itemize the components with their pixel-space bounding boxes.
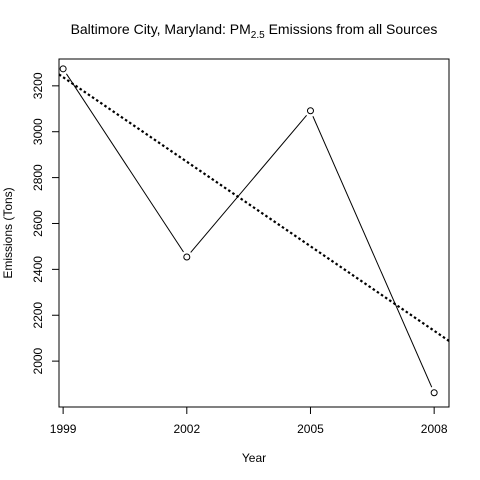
data-point-2002 bbox=[183, 253, 191, 261]
y-tick-label-2400: 2400 bbox=[31, 256, 45, 283]
chart-title: Baltimore City, Maryland: PM2.5 Emission… bbox=[71, 21, 438, 41]
y-tick-label-2000: 2000 bbox=[31, 347, 45, 374]
plot-frame bbox=[58, 58, 450, 408]
y-tick-label-2600: 2600 bbox=[31, 210, 45, 237]
series-0-segment-1 bbox=[190, 115, 307, 253]
data-point-2008 bbox=[430, 389, 438, 397]
x-tick-label-2005: 2005 bbox=[297, 422, 324, 436]
y-tick-label-3000: 3000 bbox=[31, 118, 45, 145]
series-0-segment-2 bbox=[312, 116, 433, 388]
trend-line bbox=[58, 73, 450, 342]
x-tick-label-1999: 1999 bbox=[50, 422, 77, 436]
x-tick-label-2008: 2008 bbox=[421, 422, 448, 436]
chart-title-tail: Emissions from all Sources bbox=[265, 21, 438, 37]
chart-title-main: Baltimore City, Maryland: PM bbox=[71, 21, 251, 37]
x-tick-label-2002: 2002 bbox=[173, 422, 200, 436]
x-axis-label: Year bbox=[242, 451, 266, 465]
data-point-2005 bbox=[306, 107, 314, 115]
y-tick-label-2200: 2200 bbox=[31, 302, 45, 329]
y-tick-label-2800: 2800 bbox=[31, 164, 45, 191]
y-axis-label: Emissions (Tons) bbox=[1, 187, 15, 278]
plot-area: 1999 2002 2005 2008 2000 2200 2400 2600 2800 3000… bbox=[31, 58, 450, 436]
y-tick-label-3200: 3200 bbox=[31, 72, 45, 99]
chart-title-subscript: 2.5 bbox=[251, 30, 265, 41]
series-0-segment-0 bbox=[66, 73, 184, 253]
data-point-1999 bbox=[59, 65, 67, 73]
